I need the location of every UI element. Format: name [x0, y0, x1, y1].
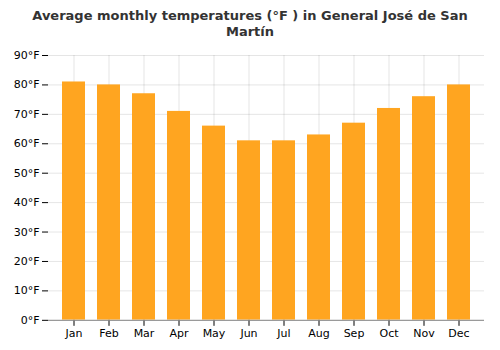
svg-text:Jun: Jun [239, 327, 257, 340]
svg-text:Oct: Oct [379, 327, 399, 340]
svg-text:Apr: Apr [169, 327, 189, 340]
svg-text:60°F: 60°F [14, 137, 40, 150]
svg-text:Aug: Aug [308, 327, 329, 340]
svg-text:May: May [203, 327, 226, 340]
svg-text:90°F: 90°F [14, 49, 40, 62]
svg-text:Feb: Feb [99, 327, 118, 340]
svg-text:Jan: Jan [65, 327, 83, 340]
html-text:Average monthly temperatures (: Average monthly temperatures (°F ) in Ge… [32, 8, 468, 39]
svg-text:70°F: 70°F [14, 108, 40, 121]
svg-text:Jul: Jul [276, 327, 290, 340]
svg-text:Mar: Mar [134, 327, 155, 340]
svg-text:Dec: Dec [448, 327, 469, 340]
svg-text:0°F: 0°F [21, 314, 40, 327]
svg-text:Sep: Sep [344, 327, 365, 340]
svg-text:Nov: Nov [413, 327, 435, 340]
svg-text:80°F: 80°F [14, 79, 40, 92]
svg-text:30°F: 30°F [14, 226, 40, 239]
svg-text:40°F: 40°F [14, 196, 40, 209]
svg-text:50°F: 50°F [14, 167, 40, 180]
svg-text:20°F: 20°F [14, 255, 40, 268]
svg-text:10°F: 10°F [14, 285, 40, 298]
